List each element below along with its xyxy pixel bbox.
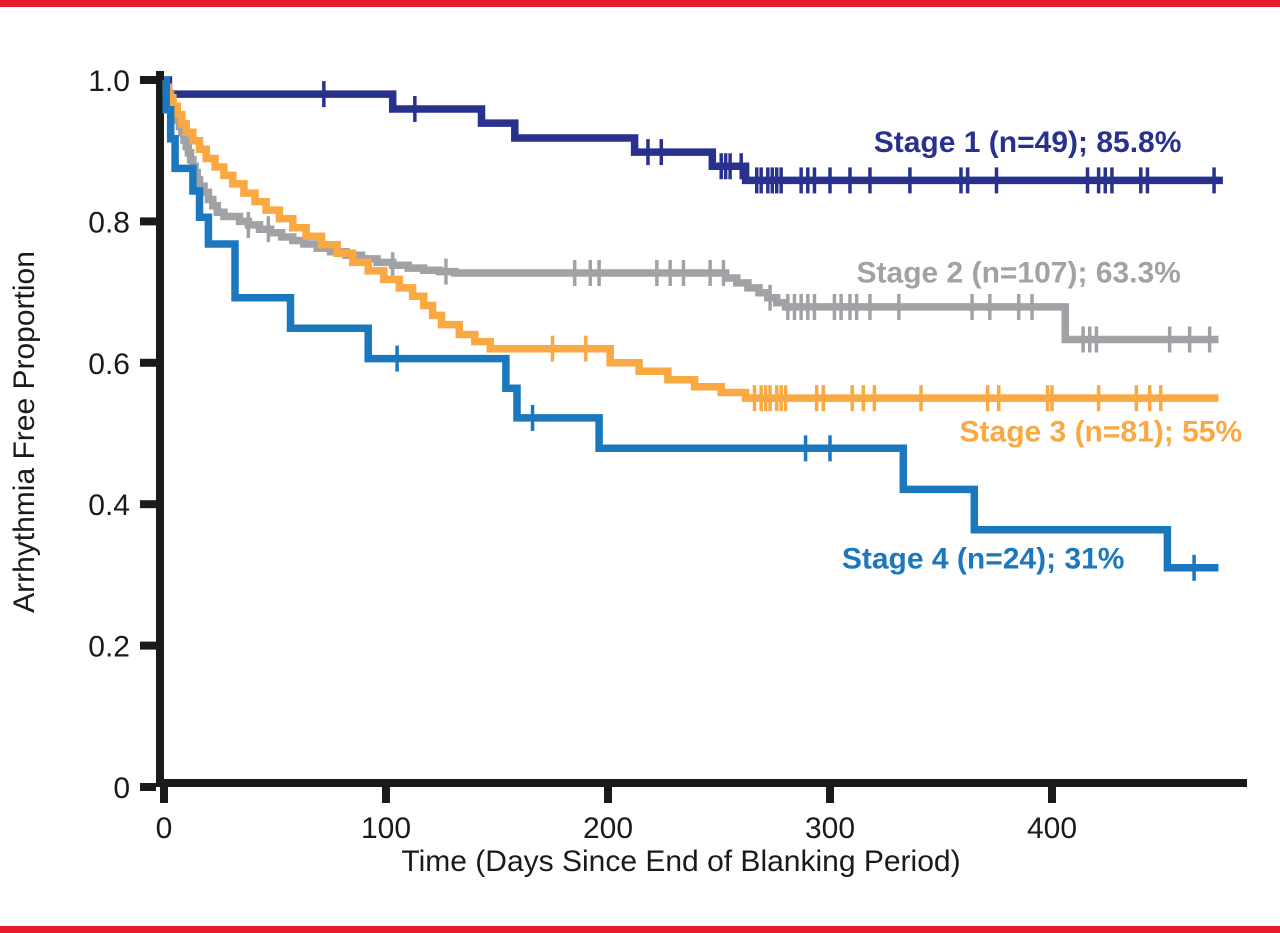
series-label: Stage 4 (n=24); 31% [842,543,1125,576]
y-tick-label: 0.8 [88,206,130,239]
top-accent-bar [0,0,1280,7]
series-stage-2: Stage 2 (n=107); 63.3% [162,76,1219,353]
series-label: Stage 3 (n=81); 55% [960,415,1243,448]
y-tick-label: 1.0 [88,65,130,98]
km-curve [162,76,1219,344]
series-stage-4: Stage 4 (n=24); 31% [162,76,1219,581]
x-axis-title: Time (Days Since End of Blanking Period) [401,845,960,878]
km-curve [162,76,1219,402]
series-stage-1: Stage 1 (n=49); 85.8% [164,76,1223,194]
y-axis-title: Arrhythmia Free Proportion [8,251,41,613]
y-tick-label: 0.6 [88,348,130,381]
axes: 1.0 0.8 0.6 0.4 0.2 00 100 200 300 400 Time (Days … [8,65,1247,878]
y-tick-label: 0.2 [88,631,130,664]
y-tick-label: 0 [113,772,130,805]
series-label: Stage 1 (n=49); 85.8% [874,126,1182,159]
series-stage-3: Stage 3 (n=81); 55% [162,76,1243,448]
x-tick-label: 200 [583,812,633,845]
x-tick-label: 400 [1027,812,1077,845]
x-tick-label: 0 [156,812,173,845]
y-tick-label: 0.4 [88,489,130,522]
x-tick-label: 100 [361,812,411,845]
bottom-accent-bar [0,926,1280,933]
x-tick-label: 300 [805,812,855,845]
km-curve [162,76,1219,572]
series-label: Stage 2 (n=107); 63.3% [857,256,1181,289]
